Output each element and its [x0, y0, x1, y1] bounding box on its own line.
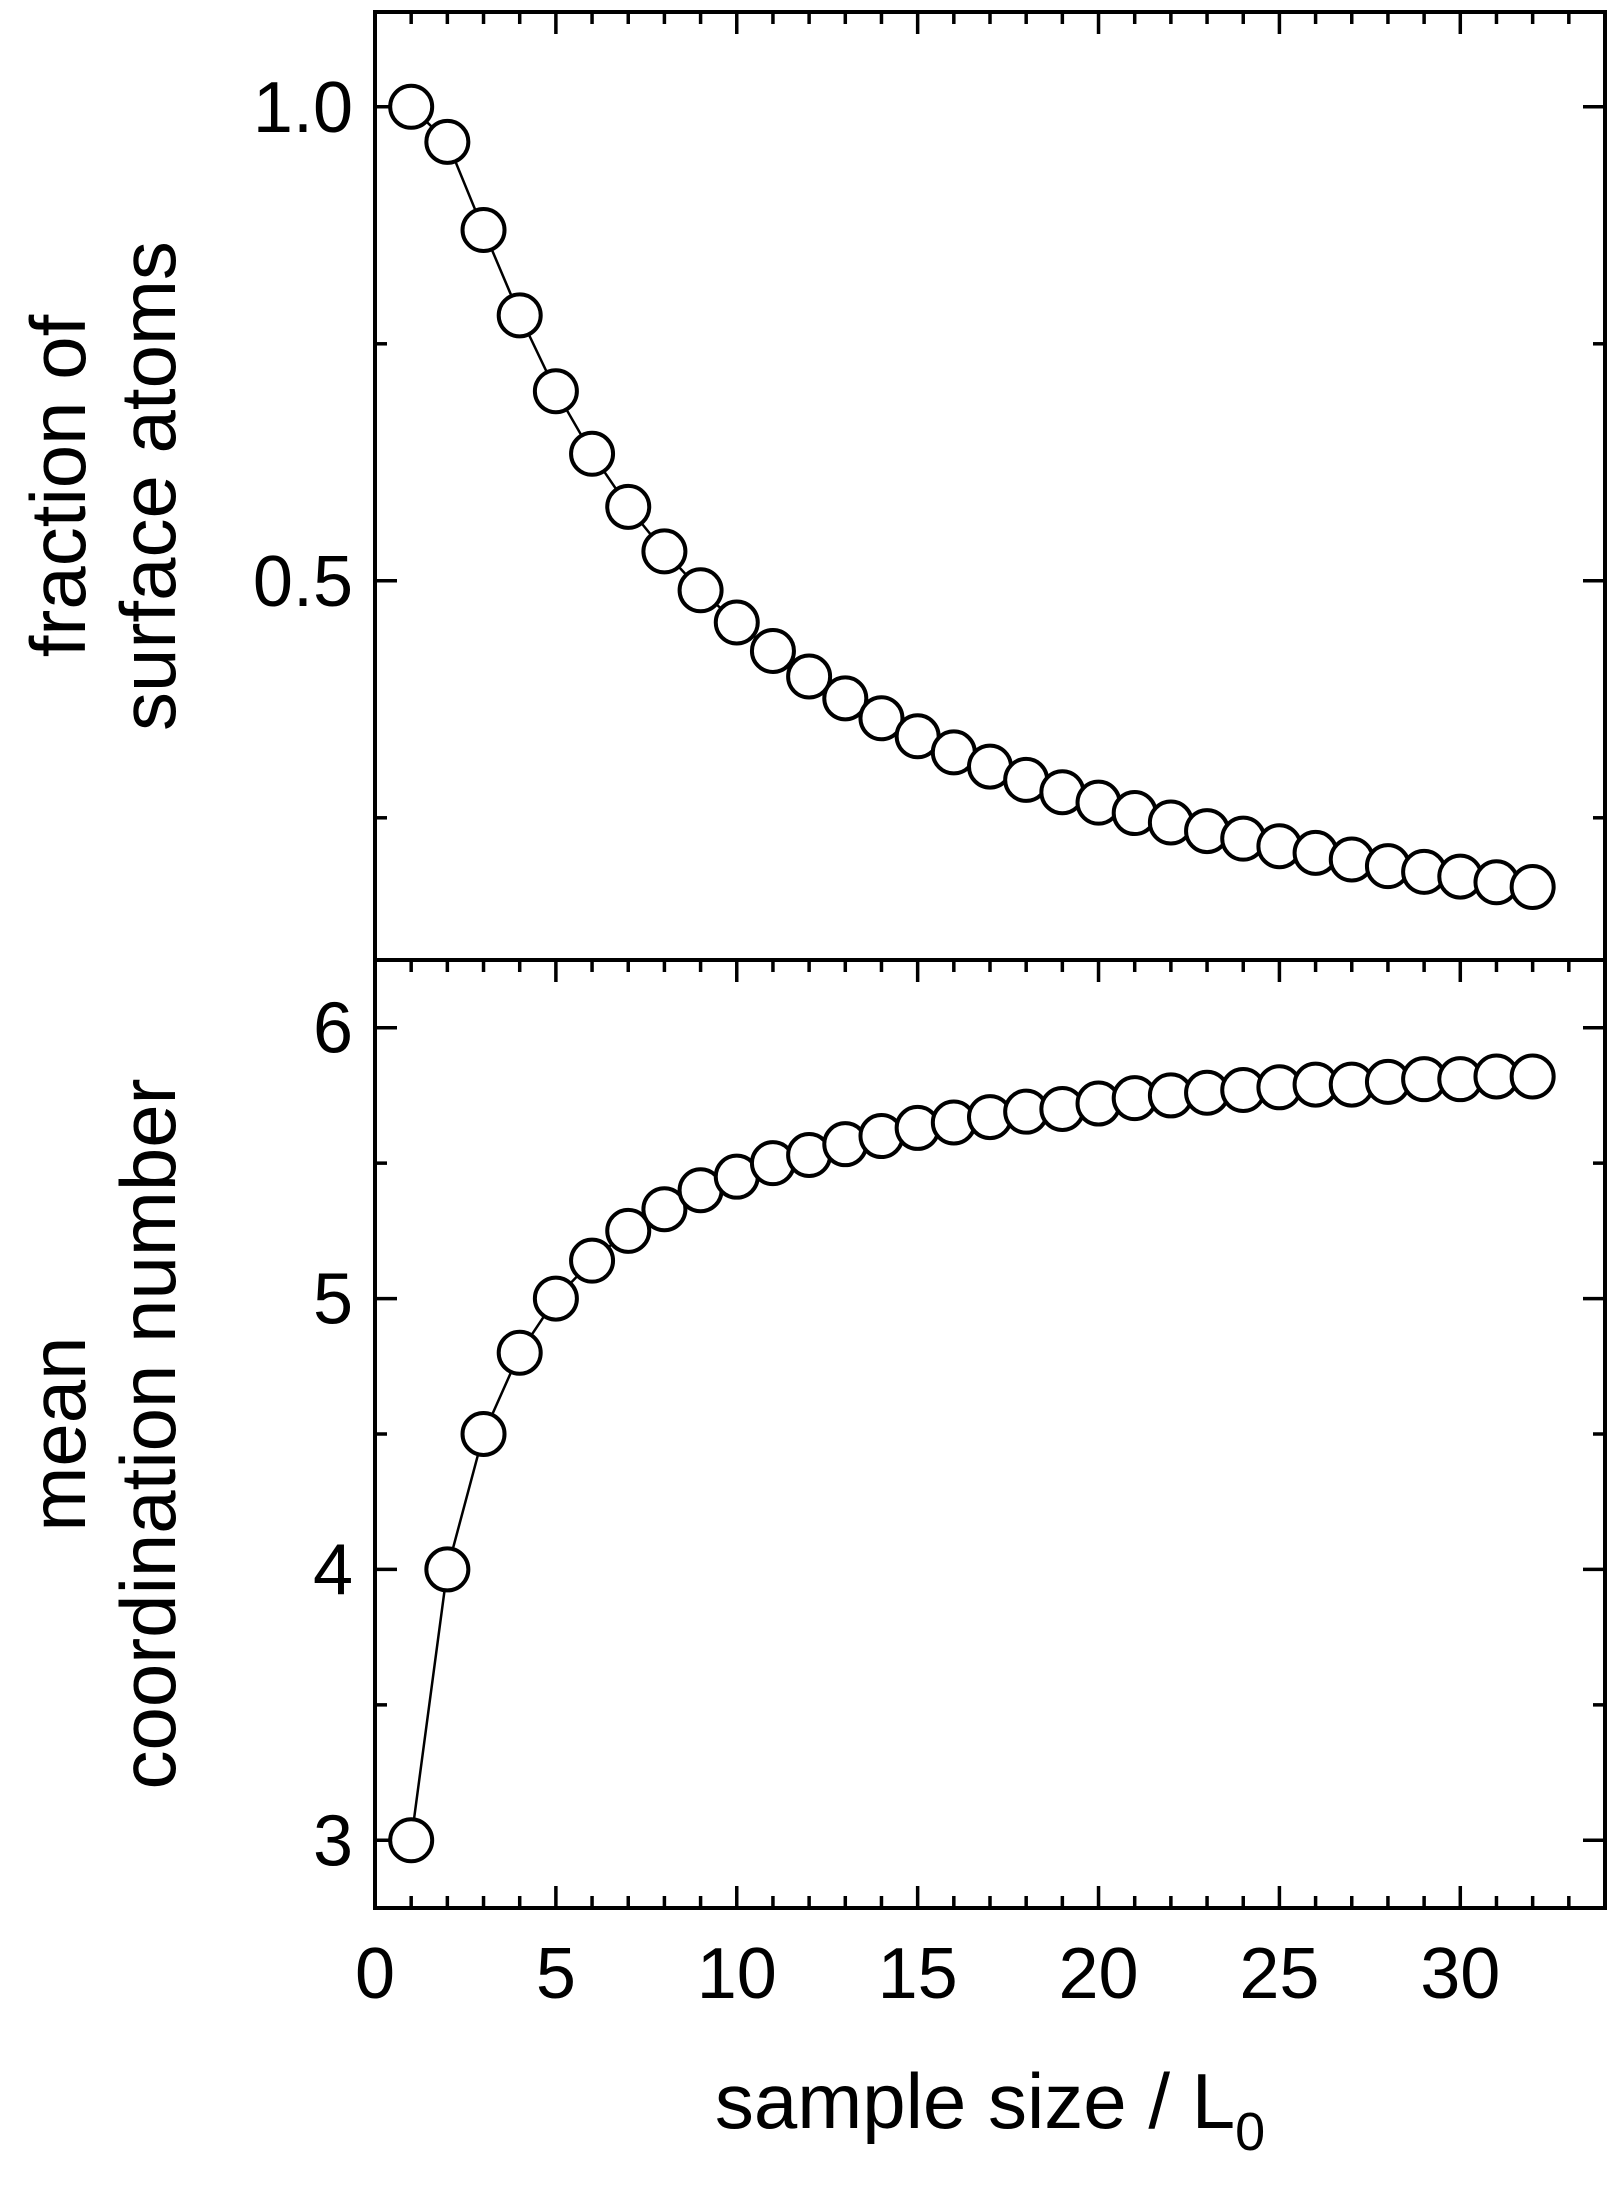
y-tick-label: 0.5 [253, 542, 353, 622]
panel-coordination-number: 3 4 5 6 mean coordination number [14, 958, 1607, 1910]
data-point [569, 1237, 616, 1284]
x-tick-label: 20 [1058, 1934, 1138, 2014]
data-point [677, 567, 724, 614]
data-point [822, 675, 869, 722]
data-point [496, 292, 543, 339]
data-point [858, 695, 905, 742]
y-tick-label: 3 [313, 1801, 353, 1881]
data-point [569, 430, 616, 477]
data-point [460, 1411, 507, 1457]
data-point [605, 1207, 652, 1254]
y-axis-title-line: mean [14, 1336, 102, 1531]
x-tick-label: 5 [536, 1934, 576, 2014]
y-axis-title-line: fraction of [14, 314, 102, 657]
y-tick-label: 4 [313, 1530, 353, 1610]
data-point [496, 1329, 543, 1376]
series-line [409, 1075, 1533, 1841]
x-tick-label: 0 [355, 1934, 395, 2014]
x-tick-label: 30 [1420, 1934, 1500, 2014]
data-point [749, 627, 796, 674]
data-point [713, 599, 760, 646]
x-axis-title-subscript: 0 [1235, 2102, 1265, 2162]
data-point [605, 483, 652, 530]
data-point [1509, 864, 1556, 911]
plot-frame-top [373, 10, 1607, 962]
data-point [532, 368, 579, 415]
data-point [786, 653, 833, 700]
x-tick-label: 10 [697, 1934, 777, 2014]
y-tick-label: 5 [313, 1260, 353, 1340]
data-point [424, 118, 471, 165]
x-tick-label: 15 [878, 1934, 958, 2014]
data-point [388, 83, 435, 130]
data-point [641, 528, 688, 575]
data-point [532, 1275, 579, 1322]
data-point [388, 1817, 435, 1864]
y-tick-label: 6 [313, 989, 353, 1069]
x-axis-title-main: sample size / L [715, 2057, 1235, 2145]
data-point [424, 1546, 471, 1593]
y-axis-title-line: coordination number [104, 1078, 192, 1789]
x-tick-label: 25 [1239, 1934, 1319, 2014]
panel-surface-fraction: 0.5 1.0 fraction of surface atoms [14, 10, 1607, 962]
data-point [1509, 1053, 1556, 1100]
x-axis-title: sample size / L0 [715, 2057, 1265, 2162]
y-axis-title-line: surface atoms [104, 241, 192, 731]
y-tick-label: 1.0 [253, 68, 353, 148]
data-point [460, 207, 507, 254]
data-point [641, 1186, 688, 1233]
